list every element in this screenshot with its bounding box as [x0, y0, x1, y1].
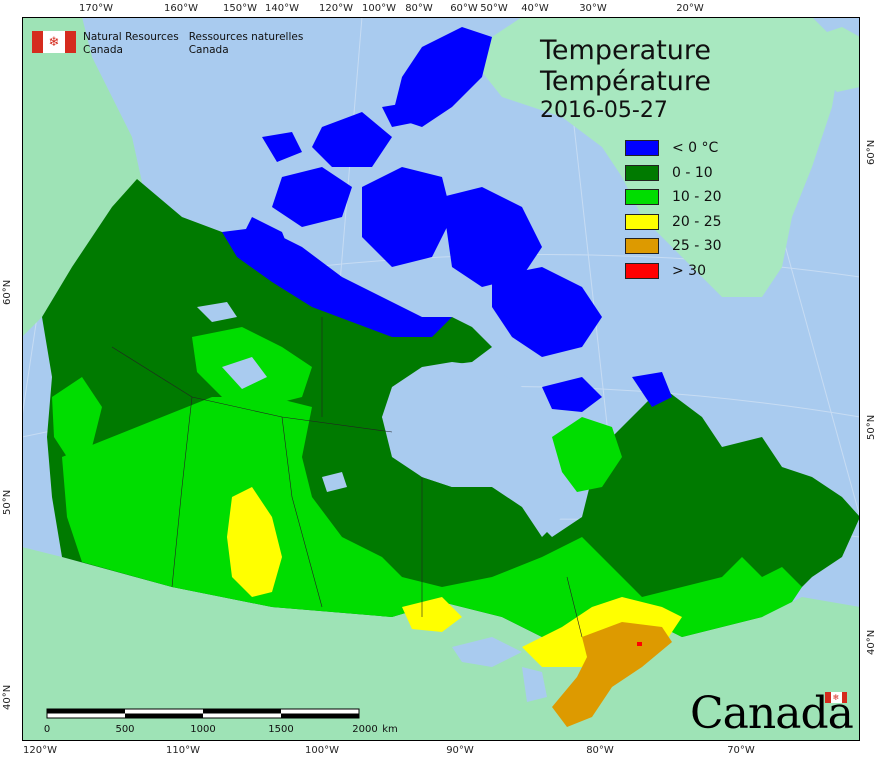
- legend-swatch: [625, 164, 659, 181]
- map-frame-border: [22, 17, 860, 741]
- lakes: [197, 302, 547, 702]
- legend-label: 25 - 30: [672, 238, 722, 255]
- legend-swatch: [625, 140, 659, 157]
- tick-top-longitude: 160°W: [164, 3, 198, 14]
- tick-bottom-longitude: 110°W: [166, 745, 200, 756]
- legend-label: 0 - 10: [672, 164, 713, 181]
- legend-swatch: [625, 213, 659, 230]
- tick-bottom-longitude: 120°W: [23, 745, 57, 756]
- tick-top-longitude: 80°W: [405, 3, 433, 14]
- tick-bottom-longitude: 100°W: [305, 745, 339, 756]
- legend-label: 10 - 20: [672, 189, 722, 206]
- tick-top-longitude: 50°W: [480, 3, 508, 14]
- arctic-archipelago: [237, 27, 672, 412]
- legend-item: 10 - 20: [625, 185, 722, 210]
- tick-top-longitude: 170°W: [79, 3, 113, 14]
- scale-label: 1000: [190, 724, 216, 735]
- scale-label: 2000: [352, 724, 378, 735]
- tick-left-latitude: 60°N: [2, 279, 13, 305]
- scale-bar-graphic: [46, 708, 360, 719]
- temp-zone-20-25-prairies: [227, 487, 282, 597]
- tick-bottom-longitude: 70°W: [727, 745, 755, 756]
- map-canvas: [22, 17, 860, 741]
- temp-zone-25-30: [552, 622, 672, 727]
- legend-label: < 0 °C: [672, 140, 719, 157]
- tick-top-longitude: 30°W: [579, 3, 607, 14]
- tick-right-latitude: 60°N: [866, 139, 877, 165]
- scale-label: 1500: [268, 724, 294, 735]
- tick-right-latitude: 50°N: [866, 414, 877, 440]
- agency-name-fr-line2: Canada: [188, 44, 229, 56]
- tick-top-longitude: 100°W: [362, 3, 396, 14]
- agency-name-fr: Ressources naturelles Canada: [189, 31, 304, 57]
- tick-left-latitude: 50°N: [2, 489, 13, 515]
- temp-zone-above-30: [637, 642, 642, 646]
- legend-label: 20 - 25: [672, 213, 722, 230]
- legend-label: > 30: [672, 262, 706, 279]
- iceland-landmass: [812, 27, 860, 92]
- legend-item: 20 - 25: [625, 210, 722, 235]
- canada-flag-icon: ❄: [825, 692, 847, 703]
- agency-name-fr-line1: Ressources naturelles: [188, 31, 304, 43]
- provincial-boundaries: [111, 317, 583, 638]
- greenland-landmass: [477, 17, 842, 297]
- hudson-bay: [382, 362, 567, 537]
- canada-flag-icon: ❄: [32, 31, 76, 53]
- agency-name-en-line2: Canada: [83, 44, 123, 56]
- tick-top-longitude: 60°W: [450, 3, 478, 14]
- tick-left-latitude: 40°N: [2, 684, 13, 710]
- temp-zone-20-25-mid: [402, 597, 462, 632]
- agency-signature: ❄ Natural Resources Canada Ressources na…: [32, 31, 313, 57]
- temp-zone-10-20-east: [552, 417, 622, 492]
- map-title: Temperature Température 2016-05-27: [540, 35, 711, 125]
- tick-top-longitude: 140°W: [265, 3, 299, 14]
- tick-top-longitude: 150°W: [223, 3, 257, 14]
- scale-unit: km: [382, 724, 398, 735]
- title-date: 2016-05-27: [540, 98, 668, 123]
- legend-item: 0 - 10: [625, 161, 722, 186]
- temp-zone-10-20-coast: [52, 377, 102, 457]
- scale-label: 0: [43, 724, 51, 735]
- tick-top-longitude: 20°W: [676, 3, 704, 14]
- agency-name-en: Natural Resources Canada: [83, 31, 179, 57]
- tick-top-longitude: 40°W: [521, 3, 549, 14]
- tick-right-latitude: 40°N: [866, 629, 877, 655]
- title-french: Température: [540, 66, 712, 97]
- agency-name-en-line1: Natural Resources: [83, 31, 179, 43]
- title-english: Temperature: [540, 35, 712, 66]
- tick-top-longitude: 120°W: [319, 3, 353, 14]
- scale-label: 500: [115, 724, 135, 735]
- legend-swatch: [625, 262, 659, 279]
- temp-zone-below-0-mainland: [222, 227, 452, 337]
- legend-swatch: [625, 189, 659, 206]
- tick-bottom-longitude: 90°W: [446, 745, 474, 756]
- tick-bottom-longitude: 80°W: [586, 745, 614, 756]
- usa-landmass: [22, 547, 860, 741]
- scale-bar: 0 500 1000 1500 2000 km: [43, 705, 406, 738]
- legend-swatch: [625, 238, 659, 255]
- legend-item: 25 - 30: [625, 234, 722, 259]
- legend-item: < 0 °C: [625, 136, 722, 161]
- scale-bar-labels: 0 500 1000 1500 2000 km: [43, 724, 406, 738]
- legend-item: > 30: [625, 259, 722, 284]
- legend: < 0 °C 0 - 10 10 - 20 20 - 25 25 - 30 > …: [625, 136, 722, 283]
- alaska-landmass: [22, 17, 142, 337]
